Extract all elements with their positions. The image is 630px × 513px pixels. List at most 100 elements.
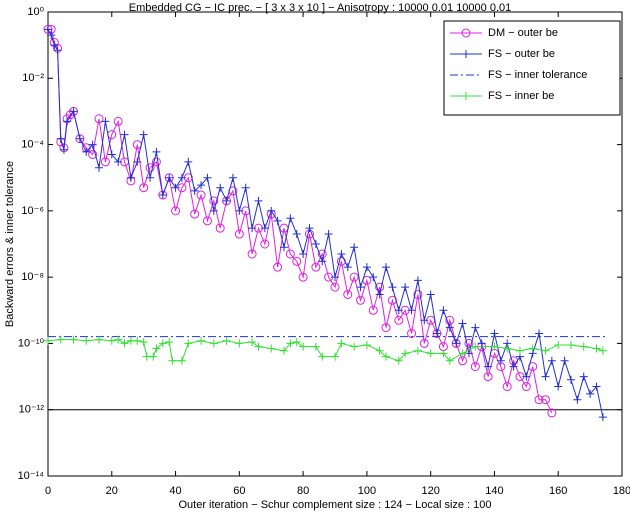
marker <box>502 382 512 392</box>
marker <box>248 338 257 347</box>
marker <box>267 206 276 215</box>
marker <box>471 323 480 332</box>
marker <box>286 214 295 223</box>
marker <box>292 230 301 239</box>
marker <box>401 349 410 358</box>
marker <box>579 342 588 351</box>
y-tick-label: 10⁰ <box>27 6 44 18</box>
y-tick-label: 10⁻⁴ <box>21 138 44 150</box>
marker <box>248 224 257 233</box>
marker <box>382 352 391 361</box>
marker <box>382 263 391 272</box>
legend-label: FS − inner be <box>488 90 554 102</box>
x-tick-label: 160 <box>549 485 567 497</box>
marker <box>184 339 193 348</box>
marker <box>285 249 295 259</box>
marker <box>113 116 123 126</box>
marker <box>235 206 244 215</box>
marker <box>279 243 288 252</box>
marker <box>318 257 327 266</box>
marker <box>196 190 206 200</box>
marker <box>177 173 186 182</box>
marker <box>439 306 448 315</box>
marker <box>509 362 518 371</box>
marker <box>139 338 148 347</box>
marker <box>234 229 244 239</box>
marker <box>375 290 384 299</box>
marker <box>171 206 181 216</box>
legend-label: FS − inner tolerance <box>488 69 587 81</box>
marker <box>452 339 461 348</box>
marker <box>547 408 557 418</box>
x-tick-label: 0 <box>45 485 51 497</box>
marker <box>254 342 263 351</box>
marker <box>528 344 537 353</box>
marker <box>362 340 371 349</box>
marker <box>247 249 257 259</box>
y-tick-label: 10⁻¹⁴ <box>18 470 45 482</box>
marker <box>540 395 550 405</box>
marker <box>461 28 471 38</box>
marker <box>349 272 359 282</box>
marker <box>311 342 320 351</box>
marker <box>566 375 575 384</box>
marker <box>368 305 378 315</box>
marker <box>177 356 186 365</box>
marker <box>190 209 200 219</box>
marker <box>445 356 454 365</box>
marker <box>151 157 161 167</box>
marker <box>522 372 531 381</box>
marker <box>149 352 158 361</box>
legend-label: DM − outer be <box>488 27 558 39</box>
marker <box>114 157 123 166</box>
marker <box>286 339 295 348</box>
x-tick-label: 80 <box>297 485 309 497</box>
marker <box>82 147 91 156</box>
marker <box>407 306 416 315</box>
marker <box>419 338 429 348</box>
x-axis-label: Outer iteration − Schur complement size … <box>178 499 491 511</box>
marker <box>350 243 359 252</box>
marker <box>260 224 269 233</box>
marker <box>388 283 397 292</box>
marker <box>324 230 333 239</box>
x-tick-label: 100 <box>358 485 376 497</box>
legend-label: FS − outer be <box>488 48 555 60</box>
marker <box>464 338 474 348</box>
marker <box>598 346 607 355</box>
series-line <box>48 28 553 414</box>
marker <box>82 336 91 345</box>
marker <box>165 338 174 347</box>
marker <box>126 173 135 182</box>
x-tick-label: 120 <box>421 485 439 497</box>
marker <box>586 389 595 398</box>
marker <box>554 382 563 391</box>
marker <box>337 249 346 258</box>
legend-box <box>443 20 621 116</box>
marker <box>63 117 72 126</box>
marker <box>44 336 52 345</box>
marker <box>484 362 493 371</box>
marker <box>369 273 378 282</box>
marker <box>343 289 353 299</box>
y-tick-label: 10⁻¹⁰ <box>18 337 45 349</box>
marker <box>216 183 225 192</box>
y-tick-label: 10⁻² <box>22 72 44 84</box>
marker <box>69 107 78 116</box>
marker <box>331 352 339 361</box>
marker <box>470 362 480 372</box>
marker <box>88 140 97 149</box>
chart-title: Embedded CG − IC prec. − [ 3 x 3 x 10 ] … <box>129 2 512 14</box>
marker <box>305 224 314 233</box>
x-tick-label: 40 <box>169 485 181 497</box>
marker <box>120 130 129 139</box>
marker <box>566 340 575 349</box>
marker <box>146 173 155 182</box>
marker <box>534 395 544 405</box>
marker <box>95 335 104 344</box>
y-tick-label: 10⁻⁸ <box>21 271 44 283</box>
marker <box>413 346 422 355</box>
marker <box>114 335 123 344</box>
marker <box>158 191 167 200</box>
